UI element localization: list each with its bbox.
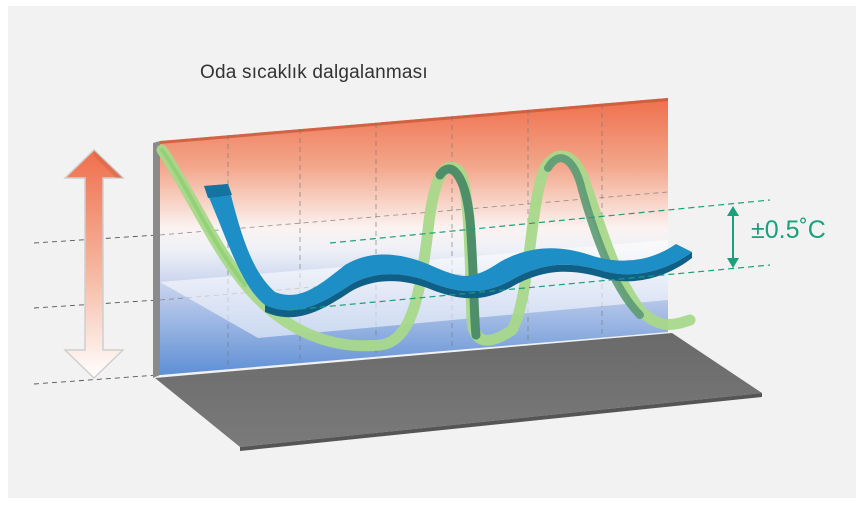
wall-edge xyxy=(153,141,160,378)
double-arrow-icon xyxy=(63,148,125,380)
floor xyxy=(155,333,762,447)
guide-lines-left xyxy=(33,234,159,385)
green-ribbon xyxy=(156,144,696,352)
tolerance-label: ±0.5˚C xyxy=(751,216,826,244)
blue-ribbon xyxy=(204,184,692,318)
tolerance-arrow-icon xyxy=(727,206,739,268)
tolerance-lines xyxy=(289,199,771,311)
diagram-title: Oda sıcaklık dalgalanması xyxy=(200,62,428,83)
